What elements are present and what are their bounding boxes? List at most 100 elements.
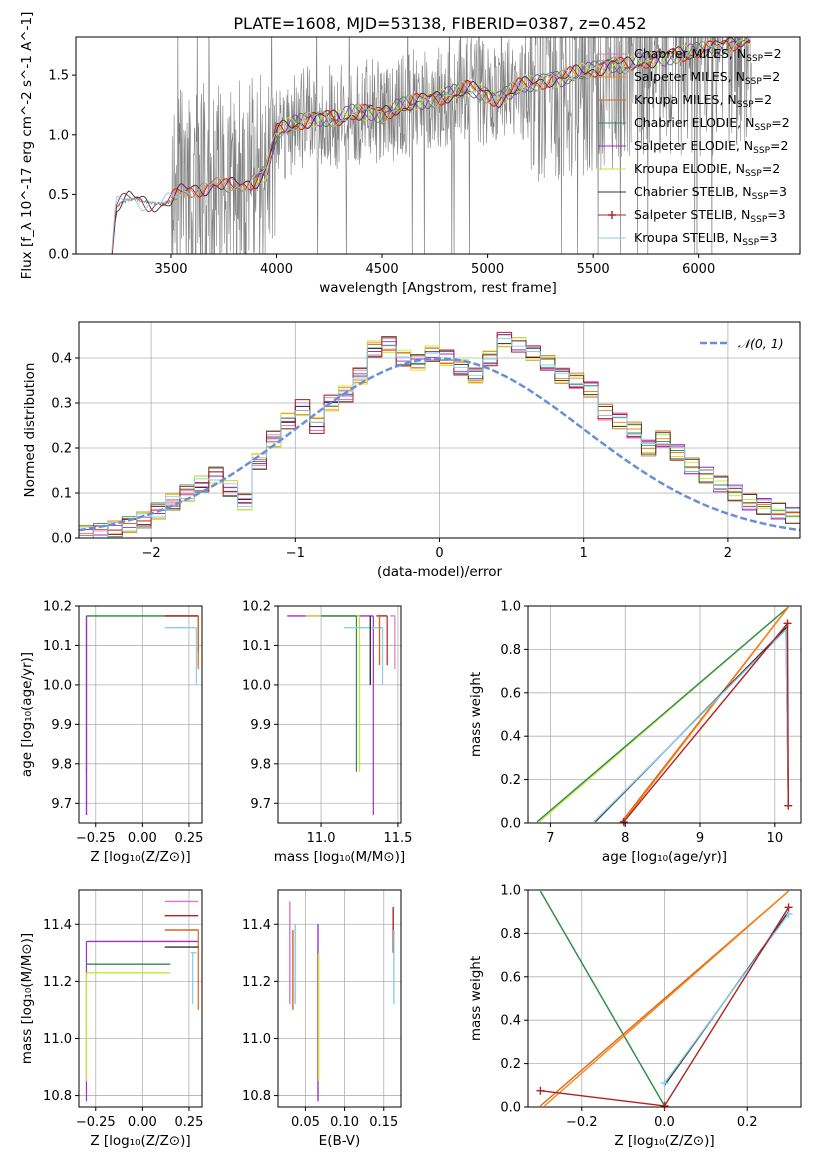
x-tick-label: 0.10: [330, 1115, 359, 1130]
figure-title: PLATE=1608, MJD=53138, FIBERID=0387, z=0…: [233, 14, 646, 33]
panel-massweight_vs_Z: −0.2 0.0 0.2 0.0 0.2 0.4 0.6 0.8 1.0 Z [log₁₀(Z/Z…: [468, 884, 802, 1149]
axes-frame-mass_vs_Z: [78, 889, 203, 1108]
x-tick-label: 4500: [366, 262, 399, 277]
x-tick-label: 1: [580, 546, 588, 561]
y-tick-label: 11.4: [242, 918, 271, 933]
x-axis-label: mass [log₁₀(M/M⊙)]: [274, 849, 405, 865]
y-axis-label: Flux [f_λ 10^-17 erg cm^-2 s^-1 A^-1]: [19, 12, 35, 280]
x-axis-label: Z [log₁₀(Z/Z⊙)]: [90, 849, 190, 865]
y-tick-label: 1.0: [500, 600, 521, 615]
series-line-chabrier-elodie: [536, 606, 789, 823]
y-tick-label: 0.0: [500, 817, 521, 832]
y-tick-label: 1.0: [500, 884, 521, 899]
y-tick-label: 10.8: [43, 1089, 72, 1104]
y-tick-label: 11.4: [43, 918, 72, 933]
y-tick-label: 0.0: [51, 532, 72, 547]
y-tick-label: 0.8: [500, 643, 521, 658]
x-tick-label: 0.00: [128, 1115, 157, 1130]
x-axis-label: age [log₁₀(age/yr)]: [602, 849, 727, 865]
legend-entry-label: Kroupa ELODIE, NSSP=2: [634, 161, 780, 179]
panel-age_vs_Z: −0.25 0.00 0.25 9.7 9.8 9.9 10.0 10.1 10.2 Z [log…: [19, 600, 203, 866]
x-tick-label: 0.05: [291, 1115, 320, 1130]
x-axis-label: (data-model)/error: [377, 564, 503, 580]
x-tick-label: 10: [767, 831, 784, 846]
y-tick-label: 10.1: [242, 639, 271, 654]
x-tick-label: 6000: [682, 262, 715, 277]
y-tick-label: 0.0: [48, 248, 69, 263]
x-tick-label: 0.25: [174, 1115, 203, 1130]
legend-entry-label: Kroupa STELIB, NSSP=3: [634, 230, 778, 248]
legend-entry-label: Chabrier STELIB, NSSP=3: [634, 184, 787, 202]
x-tick-label: −1: [286, 546, 305, 561]
y-tick-label: 1.5: [48, 69, 69, 84]
y-tick-label: 0.6: [500, 970, 521, 985]
axes-frame-mass_vs_ebv: [277, 889, 402, 1108]
y-tick-label: 9.7: [51, 797, 72, 812]
y-tick-label: 9.8: [51, 757, 72, 772]
legend-plus-marker: [608, 211, 616, 219]
y-tick-label: 0.1: [51, 487, 72, 502]
y-tick-label: 10.0: [43, 678, 72, 693]
x-tick-label: 7: [546, 831, 554, 846]
y-tick-label: 10.8: [242, 1089, 271, 1104]
model-line-kroupa-stelib: [111, 37, 750, 251]
y-tick-label: 0.4: [500, 1014, 521, 1029]
x-tick-label: 0.15: [369, 1115, 398, 1130]
axes-frame-spectrum: [75, 36, 801, 255]
series-line-chabrier-elodie: [539, 890, 666, 1107]
y-tick-label: 10.0: [242, 678, 271, 693]
x-tick-label: −0.25: [76, 1115, 116, 1130]
y-axis-label: mass [log₁₀(M/M⊙)]: [19, 933, 35, 1064]
x-axis-label: Z [log₁₀(Z/Z⊙)]: [90, 1133, 190, 1149]
y-tick-label: 0.4: [500, 730, 521, 745]
y-tick-label: 0.8: [500, 927, 521, 942]
y-tick-label: 0.6: [500, 686, 521, 701]
axes-frame-residuals: [78, 321, 801, 539]
axes-frame-age_vs_Z: [78, 605, 203, 824]
x-axis-label: Z [log₁₀(Z/Z⊙)]: [614, 1133, 714, 1149]
model-line-salpeter-stelib: [111, 39, 751, 254]
point-marker-salpeter-stelib: [783, 619, 792, 628]
x-tick-label: 0: [435, 546, 443, 561]
normal-curve: [78, 357, 801, 532]
observed-spectrum-line: [111, 37, 752, 254]
x-axis-label: E(B-V): [319, 1133, 361, 1149]
point-marker-salpeter-stelib: [784, 903, 793, 912]
y-axis-label: mass weight: [468, 672, 484, 757]
x-tick-label: 5000: [471, 262, 504, 277]
x-tick-label: 2: [724, 546, 732, 561]
y-tick-label: 9.9: [51, 718, 72, 733]
point-marker-salpeter-stelib: [619, 817, 628, 826]
model-line-kroupa-elodie: [255, 37, 751, 184]
legend-entry-label: Kroupa MILES, NSSP=2: [634, 92, 772, 110]
axes-frame-age_vs_mass: [277, 605, 402, 824]
series-line-salpeter-miles: [622, 606, 789, 823]
spectrum-legend: Chabrier MILES, NSSP=2 Salpeter MILES, NS…: [598, 46, 790, 248]
x-tick-label: 11.0: [307, 831, 336, 846]
histogram-kroupa-stelib: [79, 338, 800, 538]
y-axis-label: mass weight: [468, 956, 484, 1041]
x-tick-label: 0.00: [128, 831, 157, 846]
series-line-salpeter-miles: [544, 890, 790, 1107]
y-tick-label: 0.0: [500, 1101, 521, 1116]
point-marker-salpeter-stelib: [660, 1101, 669, 1110]
y-tick-label: 0.2: [500, 1057, 521, 1072]
y-tick-label: 9.9: [250, 718, 271, 733]
y-tick-label: 11.0: [242, 1032, 271, 1047]
y-axis-label: age [log₁₀(age/yr)]: [19, 652, 35, 777]
legend-entry-label: Chabrier ELODIE, NSSP=2: [634, 115, 790, 133]
x-tick-label: 11.5: [383, 831, 412, 846]
legend-normal-label: 𝒩(0, 1): [738, 336, 784, 351]
y-tick-label: 11.0: [43, 1032, 72, 1047]
axes-frame-massweight_vs_age: [527, 605, 802, 824]
legend-entry-label: Salpeter STELIB, NSSP=3: [634, 207, 786, 225]
y-tick-label: 0.2: [500, 773, 521, 788]
point-marker-kroupa-stelib: [660, 1079, 669, 1088]
panel-mass_vs_ebv: 0.05 0.10 0.15 10.8 11.0 11.2 11.4 E(B-V): [242, 889, 402, 1149]
y-tick-label: 11.2: [43, 975, 72, 990]
y-tick-label: 1.0: [48, 128, 69, 143]
panel-massweight_vs_age: 7 8 9 10 0.0 0.2 0.4 0.6 0.8 1.0 age [log₁₀(age/yr…: [468, 600, 802, 865]
axes-frame-massweight_vs_Z: [527, 889, 802, 1108]
panel-age_vs_mass: 11.0 11.5 9.7 9.8 9.9 10.0 10.1 10.2 mass [log₁₀…: [242, 600, 412, 866]
